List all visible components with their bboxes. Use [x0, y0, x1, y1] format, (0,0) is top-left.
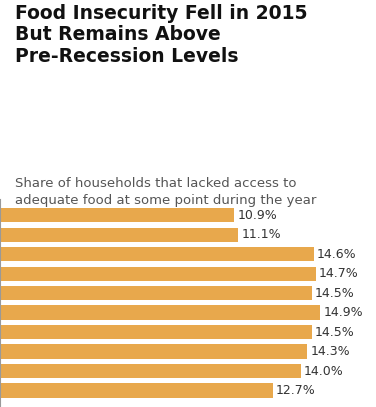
- Text: 12.7%: 12.7%: [276, 384, 316, 397]
- Text: 14.0%: 14.0%: [304, 365, 344, 378]
- Text: 14.7%: 14.7%: [319, 267, 359, 280]
- Text: 14.5%: 14.5%: [315, 326, 355, 339]
- Text: 14.3%: 14.3%: [311, 345, 350, 358]
- Bar: [0, 325, 312, 339]
- Bar: [0, 247, 314, 261]
- Bar: [0, 267, 316, 280]
- Text: Share of households that lacked access to
adequate food at some point during the: Share of households that lacked access t…: [15, 177, 317, 207]
- Bar: [0, 228, 238, 241]
- Text: 11.1%: 11.1%: [242, 228, 281, 241]
- Text: Food Insecurity Fell in 2015
But Remains Above
Pre-Recession Levels: Food Insecurity Fell in 2015 But Remains…: [15, 4, 308, 66]
- Bar: [0, 383, 273, 398]
- Text: 14.9%: 14.9%: [323, 306, 363, 319]
- Bar: [0, 306, 320, 319]
- Text: 14.6%: 14.6%: [317, 247, 356, 260]
- Text: 14.5%: 14.5%: [315, 287, 355, 300]
- Text: 10.9%: 10.9%: [237, 208, 277, 221]
- Bar: [0, 208, 234, 222]
- Bar: [0, 364, 301, 378]
- Bar: [0, 344, 307, 359]
- Bar: [0, 286, 312, 300]
